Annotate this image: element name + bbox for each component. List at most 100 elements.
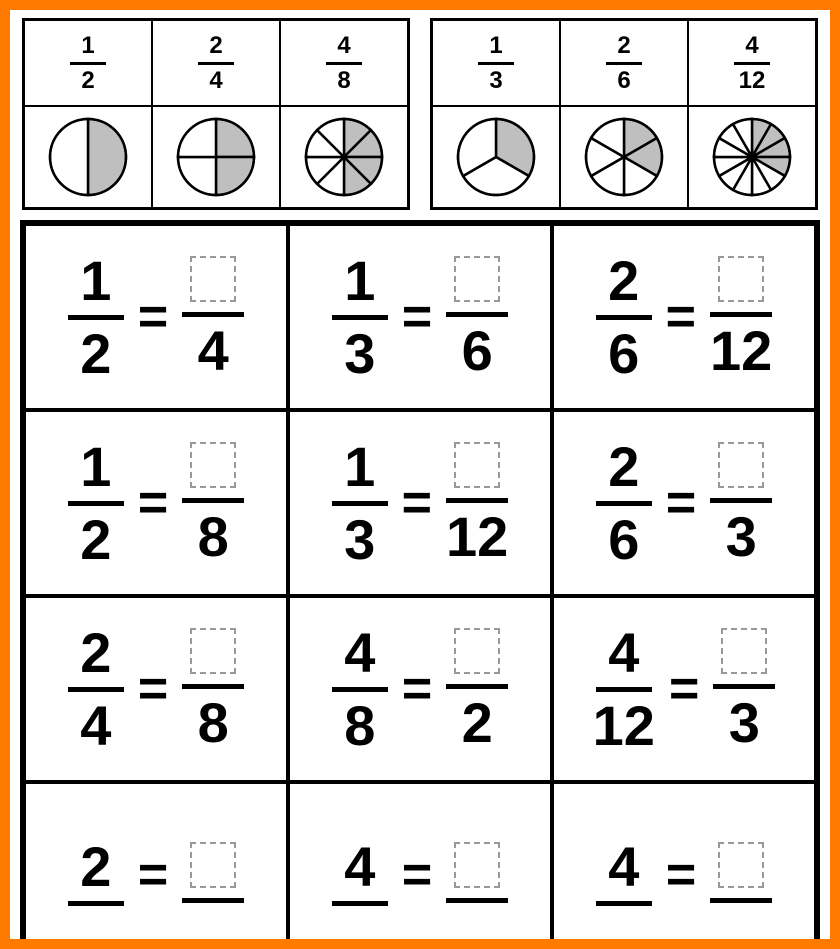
- example-pie-cell: [432, 106, 560, 208]
- left-fraction: 2 6: [596, 439, 652, 568]
- denominator: 3: [344, 512, 375, 568]
- example-fraction-cell: 4 8: [280, 20, 408, 106]
- numerator: 1: [344, 439, 375, 495]
- example-fraction-cell: 1 2: [24, 20, 152, 106]
- answer-blank[interactable]: [718, 256, 764, 302]
- denominator: 8: [198, 695, 229, 751]
- answer-blank[interactable]: [190, 442, 236, 488]
- fraction-bar: [332, 501, 388, 506]
- example-fraction-cell: 1 3: [432, 20, 560, 106]
- denominator: 8: [198, 509, 229, 565]
- fraction-bar: [446, 498, 508, 503]
- fraction-bar: [68, 501, 124, 506]
- numerator: 1: [489, 34, 502, 58]
- left-fraction: 1 3: [332, 439, 388, 568]
- problem-cell: 2 6 = 3: [552, 410, 816, 596]
- example-table-third: 1 3 2 6 4 12: [430, 18, 818, 210]
- left-fraction: 2 6: [596, 253, 652, 382]
- fraction-bar: [70, 62, 106, 65]
- left-fraction: 1 2: [68, 439, 124, 568]
- answer-blank[interactable]: [454, 256, 500, 302]
- answer-blank[interactable]: [454, 442, 500, 488]
- denominator: 8: [337, 69, 350, 93]
- small-fraction: 2 4: [198, 34, 234, 93]
- right-fraction: 12: [446, 442, 508, 565]
- left-fraction: 2 4: [68, 625, 124, 754]
- example-fraction-cell: 2 4: [152, 20, 280, 106]
- numerator: 4: [344, 839, 375, 895]
- fraction-bar: [332, 901, 388, 906]
- denominator: 3: [726, 509, 757, 565]
- numerator: 2: [209, 34, 222, 58]
- numerator: 4: [344, 625, 375, 681]
- equals-sign: =: [669, 659, 699, 719]
- fraction-circle: [582, 115, 666, 199]
- left-fraction: 4: [596, 839, 652, 912]
- left-fraction: 1 3: [332, 253, 388, 382]
- small-fraction: 2 6: [606, 34, 642, 93]
- denominator: 12: [593, 698, 655, 754]
- right-fraction: [182, 842, 244, 909]
- fraction-circle: [454, 115, 538, 199]
- right-fraction: [446, 842, 508, 909]
- problem-cell: 2 6 = 12: [552, 224, 816, 410]
- problem-cell: 2 4 = 8: [24, 596, 288, 782]
- small-fraction: 4 12: [734, 34, 770, 93]
- fraction-bar: [596, 901, 652, 906]
- small-fraction: 4 8: [326, 34, 362, 93]
- answer-blank[interactable]: [190, 842, 236, 888]
- fraction-bar: [198, 62, 234, 65]
- equals-sign: =: [666, 287, 696, 347]
- left-fraction: 4 12: [593, 625, 655, 754]
- denominator: 6: [608, 326, 639, 382]
- fraction-bar: [596, 501, 652, 506]
- fraction-bar: [596, 687, 652, 692]
- answer-blank[interactable]: [721, 628, 767, 674]
- denominator: 4: [198, 323, 229, 379]
- fraction-bar: [332, 315, 388, 320]
- example-table-half: 1 2 2 4 4 8: [22, 18, 410, 210]
- fraction-circle: [174, 115, 258, 199]
- numerator: 4: [745, 34, 758, 58]
- problem-cell: 1 3 = 6: [288, 224, 552, 410]
- problem-cell: 1 3 = 12: [288, 410, 552, 596]
- denominator: 3: [489, 69, 502, 93]
- fraction-bar: [596, 315, 652, 320]
- denominator: 2: [81, 69, 94, 93]
- right-fraction: [710, 842, 772, 909]
- right-fraction: 3: [713, 628, 775, 751]
- answer-blank[interactable]: [454, 842, 500, 888]
- numerator: 1: [344, 253, 375, 309]
- example-pie-cell: [152, 106, 280, 208]
- denominator: 12: [710, 323, 772, 379]
- answer-blank[interactable]: [718, 442, 764, 488]
- example-pie-cell: [280, 106, 408, 208]
- denominator: 6: [608, 512, 639, 568]
- numerator: 4: [608, 625, 639, 681]
- right-fraction: 8: [182, 628, 244, 751]
- problems-grid: 1 2 = 4 1 3 = 6 2 6 =: [20, 220, 820, 949]
- fraction-bar: [332, 687, 388, 692]
- example-pie-cell: [560, 106, 688, 208]
- numerator: 2: [617, 34, 630, 58]
- fraction-bar: [182, 684, 244, 689]
- answer-blank[interactable]: [190, 628, 236, 674]
- equals-sign: =: [138, 287, 168, 347]
- answer-blank[interactable]: [454, 628, 500, 674]
- fraction-bar: [182, 498, 244, 503]
- fraction-bar: [446, 684, 508, 689]
- fraction-bar: [446, 312, 508, 317]
- problem-cell: 1 2 = 8: [24, 410, 288, 596]
- left-fraction: 2: [68, 839, 124, 912]
- answer-blank[interactable]: [718, 842, 764, 888]
- right-fraction: 3: [710, 442, 772, 565]
- numerator: 1: [80, 253, 111, 309]
- left-fraction: 1 2: [68, 253, 124, 382]
- problem-cell: 2 =: [24, 782, 288, 949]
- fraction-bar: [710, 498, 772, 503]
- fraction-bar: [713, 684, 775, 689]
- numerator: 2: [80, 839, 111, 895]
- answer-blank[interactable]: [190, 256, 236, 302]
- fraction-bar: [446, 898, 508, 903]
- equals-sign: =: [138, 473, 168, 533]
